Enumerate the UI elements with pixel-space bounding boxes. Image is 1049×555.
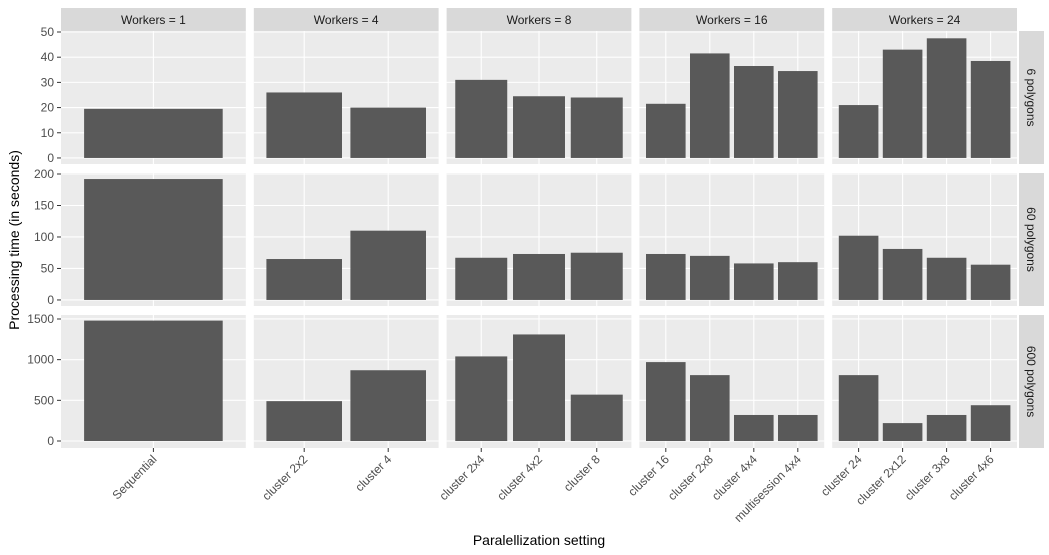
y-tick-label: 500 xyxy=(34,393,54,407)
column-strip-label: Workers = 8 xyxy=(507,13,572,27)
bar xyxy=(838,105,879,158)
x-tick-label: cluster 2x4 xyxy=(436,452,487,503)
row-strip-label: 600 polygons xyxy=(1024,346,1038,417)
y-tick-label: 0 xyxy=(47,293,54,307)
bar xyxy=(838,375,879,442)
y-tick-label: 50 xyxy=(41,25,55,39)
bar xyxy=(84,179,223,300)
column-strip-label: Workers = 16 xyxy=(696,13,768,27)
bar xyxy=(570,97,623,158)
y-tick-label: 50 xyxy=(41,261,55,275)
column-strip xyxy=(639,8,825,31)
bar xyxy=(266,401,342,442)
bar xyxy=(734,263,774,300)
bar xyxy=(266,259,342,300)
bar xyxy=(570,394,623,442)
x-tick-label: cluster 4 xyxy=(352,452,394,494)
bar xyxy=(513,96,565,158)
bar xyxy=(734,66,774,158)
column-strip xyxy=(253,8,439,31)
y-tick-label: 200 xyxy=(34,167,54,181)
column-strip-label: Workers = 4 xyxy=(314,13,379,27)
y-tick-label: 0 xyxy=(47,434,54,448)
y-tick-label: 10 xyxy=(41,126,55,140)
bar xyxy=(646,362,686,442)
bar xyxy=(926,38,967,158)
column-strip xyxy=(832,8,1017,31)
bar xyxy=(778,71,818,158)
bar xyxy=(513,334,565,442)
bar xyxy=(970,405,1011,442)
x-tick-label: cluster 8 xyxy=(561,452,603,494)
bar xyxy=(84,320,223,442)
bar xyxy=(84,108,223,158)
row-strip xyxy=(1019,315,1044,448)
x-tick-label: cluster 2x8 xyxy=(665,452,716,503)
column-strip-label: Workers = 24 xyxy=(889,13,961,27)
bar xyxy=(970,60,1011,158)
y-tick-label: 40 xyxy=(41,50,55,64)
row-strip-label: 6 polygons xyxy=(1024,68,1038,126)
x-tick-label: Sequential xyxy=(110,452,160,502)
y-tick-label: 150 xyxy=(34,198,54,212)
bar xyxy=(455,257,508,300)
bar xyxy=(838,235,879,300)
bar xyxy=(882,248,923,300)
bar xyxy=(350,107,426,158)
y-tick-label: 100 xyxy=(34,230,54,244)
y-tick-label: 1500 xyxy=(27,312,54,326)
bar xyxy=(350,370,426,442)
bar xyxy=(513,253,565,300)
x-tick-label: cluster 2x2 xyxy=(259,452,310,503)
x-axis-title: Paralellization setting xyxy=(473,532,605,548)
bar xyxy=(350,230,426,300)
bar xyxy=(882,49,923,158)
bar xyxy=(690,53,730,158)
bar xyxy=(455,79,508,158)
bar xyxy=(734,414,774,442)
y-tick-label: 20 xyxy=(41,101,55,115)
bar xyxy=(926,257,967,300)
column-strip-label: Workers = 1 xyxy=(121,13,186,27)
bar xyxy=(970,264,1011,300)
bar xyxy=(646,253,686,300)
bar xyxy=(690,375,730,442)
bar xyxy=(455,356,508,442)
bar xyxy=(646,103,686,158)
y-tick-label: 0 xyxy=(47,151,54,165)
column-strip xyxy=(446,8,632,31)
x-tick-label: cluster 4x6 xyxy=(946,452,997,503)
bar xyxy=(926,414,967,442)
x-tick-label: cluster 4x2 xyxy=(494,452,545,503)
y-tick-label: 1000 xyxy=(27,353,54,367)
column-strip xyxy=(61,8,246,31)
row-strip-label: 60 polygons xyxy=(1024,207,1038,272)
y-tick-label: 30 xyxy=(41,75,55,89)
bar xyxy=(882,423,923,442)
bar xyxy=(778,414,818,442)
bar xyxy=(778,262,818,300)
bar xyxy=(690,255,730,300)
x-tick-label: cluster 3x8 xyxy=(902,452,953,503)
row-strip xyxy=(1019,31,1044,164)
bar xyxy=(570,252,623,300)
bar xyxy=(266,92,342,158)
y-axis-title: Processing time (in seconds) xyxy=(6,150,22,330)
row-strip xyxy=(1019,173,1044,306)
